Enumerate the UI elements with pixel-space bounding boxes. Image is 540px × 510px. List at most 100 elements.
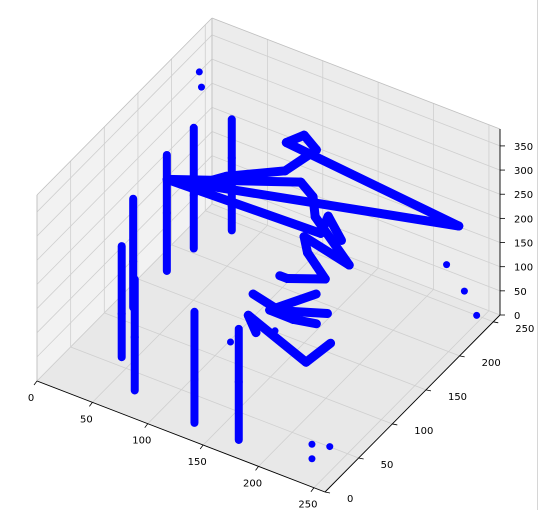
grid-line-z: [36, 131, 213, 309]
data-point: [228, 226, 236, 234]
data-point: [327, 339, 335, 347]
data-point: [473, 311, 481, 319]
data-point: [190, 124, 198, 132]
data-point: [222, 172, 230, 180]
z-tick-label: 300: [514, 166, 533, 177]
grid-line-x: [313, 310, 490, 489]
data-point: [324, 212, 332, 220]
data-point: [235, 325, 243, 333]
x-tick-label: 50: [80, 414, 93, 425]
pane-edge: [211, 17, 501, 130]
z-tick-label: 50: [514, 287, 527, 298]
data-point: [300, 131, 308, 139]
x-tick-label: 0: [28, 393, 34, 404]
data-point: [131, 275, 139, 283]
data-stroke: [162, 174, 306, 187]
y-tick: [493, 321, 499, 324]
y-tick-label: 100: [414, 426, 433, 437]
data-point: [276, 272, 284, 280]
data-point: [321, 275, 329, 283]
data-point: [131, 333, 139, 341]
data-point: [228, 154, 236, 162]
data-point: [129, 303, 137, 311]
data-stroke: [281, 138, 464, 231]
data-point: [190, 191, 198, 199]
data-stroke: [280, 145, 321, 176]
data-point: [235, 436, 243, 444]
grid-line-x: [258, 289, 434, 467]
data-point: [308, 440, 316, 448]
data-point: [190, 308, 198, 316]
x-tick-label: 200: [243, 478, 262, 489]
x-tick: [255, 466, 259, 471]
z-tick-label: 0: [514, 311, 520, 322]
grid-line-y: [171, 244, 460, 357]
data-point: [323, 310, 331, 318]
data-point: [163, 151, 171, 159]
z-tick-label: 250: [514, 190, 533, 201]
data-series: [117, 68, 481, 463]
data-point: [129, 195, 137, 203]
y-tick-label: 250: [515, 324, 534, 335]
data-point: [118, 353, 126, 361]
data-point: [244, 311, 252, 319]
y-axis-line: [324, 314, 501, 493]
grid-line-z: [36, 82, 213, 261]
y-tick: [425, 389, 432, 392]
x-tick: [89, 402, 93, 407]
grid-line-x: [92, 225, 268, 403]
pane-floor: [37, 204, 500, 492]
data-stroke: [243, 310, 311, 367]
y-tick: [459, 355, 465, 358]
grid-line-z: [36, 34, 213, 213]
x-tick: [199, 444, 204, 450]
y-tick: [392, 423, 398, 426]
grid-line-z: [211, 107, 501, 219]
data-point: [131, 386, 139, 394]
data-point: [326, 443, 334, 451]
data-point: [284, 275, 291, 283]
grid-line-z: [36, 107, 213, 285]
data-stroke: [301, 338, 336, 367]
data-point: [455, 222, 463, 230]
data-point: [249, 290, 257, 298]
x-tick: [144, 423, 149, 428]
data-point: [252, 329, 260, 337]
data-point: [195, 68, 203, 76]
y-tick-label: 200: [482, 358, 501, 369]
y-tick: [358, 457, 364, 460]
data-point: [302, 358, 310, 366]
grid-line-z: [211, 58, 501, 171]
y-tick: [324, 491, 331, 494]
data-point: [312, 146, 320, 154]
data-point: [443, 261, 451, 269]
grid-line-z: [36, 58, 213, 237]
data-point: [271, 327, 279, 335]
z-tick-label: 350: [514, 142, 533, 153]
data-point: [289, 315, 297, 323]
data-point: [163, 267, 171, 275]
data-point: [235, 378, 243, 386]
y-tick-label: 0: [347, 494, 353, 505]
grid-line-z: [211, 203, 501, 316]
data-point: [266, 306, 274, 314]
grid-line-y: [70, 346, 359, 459]
data-point: [228, 115, 236, 123]
data-point: [227, 338, 234, 346]
grid-line-z: [211, 34, 501, 147]
data-point: [190, 419, 198, 427]
data-point: [190, 245, 198, 253]
data-point: [308, 455, 316, 463]
grid-line-x: [202, 267, 379, 446]
grid-line-y: [137, 278, 427, 391]
data-point: [345, 261, 353, 269]
x-tick: [310, 487, 315, 492]
data-point: [312, 262, 320, 270]
pane-left: [37, 18, 212, 381]
data-point: [282, 139, 290, 147]
data-point: [317, 229, 325, 237]
data-point: [190, 375, 198, 383]
z-tick-label: 150: [514, 239, 533, 250]
